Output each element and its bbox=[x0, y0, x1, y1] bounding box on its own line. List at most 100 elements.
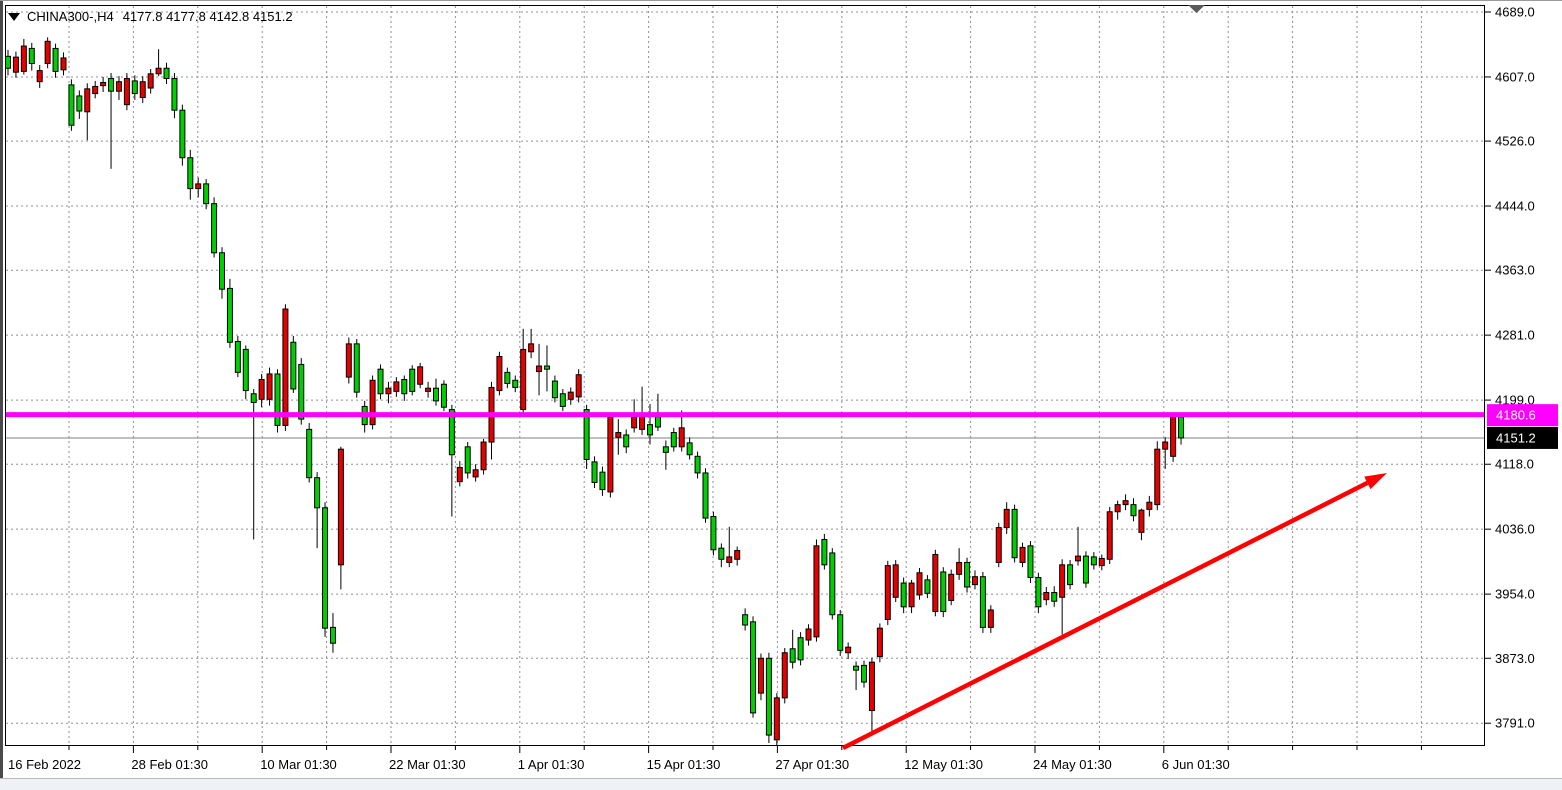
candle-body bbox=[52, 47, 59, 72]
hline-price-tag-label: 4180.6 bbox=[1496, 408, 1536, 423]
candle-body bbox=[1130, 504, 1137, 517]
candle-body bbox=[306, 428, 313, 479]
y-axis-label: 4526.0 bbox=[1495, 134, 1535, 149]
candle-body bbox=[409, 368, 416, 392]
chart-symbol-timeframe: CHINA300-,H4 bbox=[27, 9, 114, 24]
y-axis-label: 3873.0 bbox=[1495, 651, 1535, 666]
x-axis-label: 16 Feb 2022 bbox=[8, 757, 81, 772]
price-horizontal-line[interactable] bbox=[6, 412, 1484, 418]
candle-body bbox=[433, 387, 440, 402]
candle-body bbox=[805, 628, 812, 641]
candle-body bbox=[92, 85, 99, 95]
candle-body bbox=[1027, 545, 1034, 578]
candle-body bbox=[591, 461, 598, 483]
candle-body bbox=[900, 582, 907, 608]
candle-body bbox=[203, 183, 210, 205]
candle-body bbox=[131, 80, 138, 95]
candle-body bbox=[1138, 509, 1145, 533]
candle-body bbox=[1146, 501, 1153, 510]
candle-body bbox=[100, 81, 107, 87]
candle-body bbox=[615, 432, 622, 438]
chart-shift-marker-icon[interactable] bbox=[1188, 5, 1205, 13]
candle-body bbox=[1090, 556, 1097, 566]
candle-body bbox=[234, 340, 241, 373]
candle-body bbox=[837, 614, 844, 651]
candle-body bbox=[171, 78, 178, 111]
candle-body bbox=[108, 78, 115, 92]
candle-body bbox=[742, 614, 749, 626]
x-axis-label: 10 Mar 01:30 bbox=[260, 757, 337, 772]
candle-body bbox=[464, 446, 471, 474]
candle-body bbox=[797, 637, 804, 661]
x-axis-label: 27 Apr 01:30 bbox=[775, 757, 849, 772]
candle-body bbox=[924, 579, 931, 594]
candle-body bbox=[290, 341, 297, 390]
candle-body bbox=[329, 626, 336, 644]
window-bottom-strip bbox=[0, 778, 1562, 790]
candle-body bbox=[20, 45, 27, 72]
x-axis-label: 1 Apr 01:30 bbox=[518, 757, 585, 772]
candle-body bbox=[678, 427, 685, 448]
y-axis-label: 4444.0 bbox=[1495, 199, 1535, 214]
x-axis-label: 6 Jun 01:30 bbox=[1162, 757, 1230, 772]
candle-body bbox=[1067, 564, 1074, 586]
candle-body bbox=[5, 55, 11, 69]
candle-body bbox=[1035, 576, 1042, 608]
candle-body bbox=[472, 469, 479, 478]
candle-body bbox=[1106, 511, 1113, 560]
candle-body bbox=[12, 56, 19, 73]
y-axis-label: 4363.0 bbox=[1495, 263, 1535, 278]
candle-body bbox=[219, 252, 226, 290]
candle-body bbox=[369, 379, 376, 426]
candle-body bbox=[567, 391, 574, 400]
y-axis-label: 4036.0 bbox=[1495, 522, 1535, 537]
candle-body bbox=[76, 95, 83, 112]
trend-arrow-head[interactable] bbox=[1364, 473, 1387, 490]
candle-body bbox=[694, 455, 701, 474]
candle-body bbox=[1114, 504, 1121, 513]
candle-body bbox=[765, 657, 772, 736]
candle-body bbox=[734, 550, 741, 560]
candle-body bbox=[853, 665, 860, 671]
candle-body bbox=[979, 576, 986, 628]
candle-body bbox=[607, 417, 614, 493]
x-axis-label: 12 May 01:30 bbox=[904, 757, 983, 772]
candle-body bbox=[314, 477, 321, 509]
candle-body bbox=[258, 378, 265, 400]
candle-body bbox=[940, 571, 947, 613]
candle-body bbox=[123, 78, 130, 106]
plot-frame bbox=[5, 5, 1485, 746]
candle-body bbox=[1019, 546, 1026, 563]
candle-body bbox=[599, 471, 606, 491]
candle-body bbox=[242, 348, 249, 392]
current-price-tag bbox=[1487, 426, 1558, 449]
candle-body bbox=[195, 183, 202, 190]
candle-body bbox=[892, 564, 899, 598]
candle-body bbox=[425, 387, 432, 392]
y-axis-label: 3791.0 bbox=[1495, 716, 1535, 731]
candle-body bbox=[971, 576, 978, 586]
candle-body bbox=[179, 109, 186, 159]
candle-body bbox=[155, 67, 162, 75]
candle-body bbox=[876, 627, 883, 658]
candle-body bbox=[559, 393, 566, 407]
candle-body bbox=[781, 652, 788, 699]
candle-body bbox=[821, 538, 828, 566]
x-axis-label: 15 Apr 01:30 bbox=[647, 757, 721, 772]
candle-body bbox=[813, 545, 820, 638]
candle-body bbox=[932, 554, 939, 613]
symbol-dropdown-icon[interactable] bbox=[8, 12, 20, 21]
candle-body bbox=[884, 565, 891, 620]
candle-body bbox=[36, 70, 43, 83]
candle-body bbox=[987, 609, 994, 628]
candle-body bbox=[583, 409, 590, 460]
candle-body bbox=[353, 343, 360, 393]
trend-arrow-line[interactable] bbox=[841, 480, 1369, 751]
y-axis-label: 3954.0 bbox=[1495, 587, 1535, 602]
candle-body bbox=[1059, 564, 1066, 598]
candle-body bbox=[773, 697, 780, 741]
candle-body bbox=[163, 67, 170, 80]
candle-body bbox=[147, 73, 154, 89]
